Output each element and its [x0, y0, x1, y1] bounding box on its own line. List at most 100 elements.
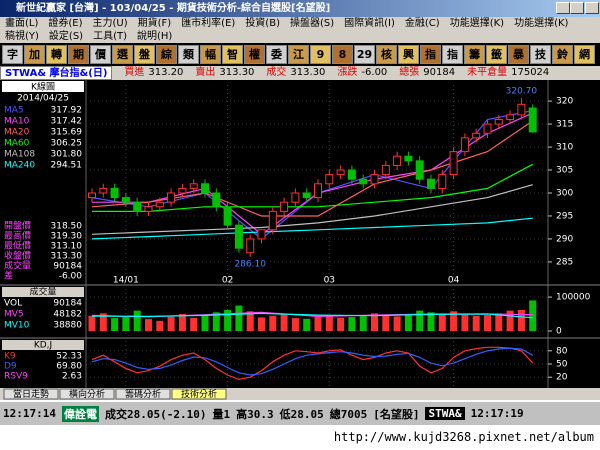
volume-bar [235, 305, 243, 331]
menu-item[interactable]: 期貨(F) [137, 18, 172, 29]
volume-bar [472, 315, 480, 331]
menu-item[interactable]: 畫面(L) [5, 18, 39, 29]
volume-bar [404, 315, 412, 331]
toolbar-button[interactable]: 類 [178, 45, 199, 64]
maximize-button[interactable] [570, 2, 584, 14]
menu-item[interactable]: 主力(U) [92, 18, 128, 29]
menu-item[interactable]: 金融(C) [404, 18, 440, 29]
toolbar-button[interactable]: 鈴 [552, 45, 573, 64]
quote-label: 成交 [266, 67, 287, 78]
y-tick-label: 80 [556, 346, 568, 356]
menu-item[interactable]: 工具(T) [93, 31, 127, 42]
candle-body [393, 155, 402, 166]
toolbar-button[interactable]: 期 [68, 45, 89, 64]
stat-label: 最高價 [4, 230, 31, 242]
toolbar-button[interactable]: 價 [90, 45, 111, 64]
tab[interactable] [3, 388, 59, 400]
menu-item[interactable]: 說明(H) [137, 31, 173, 42]
candle-body [178, 187, 187, 194]
toolbar-button[interactable]: 指 [420, 45, 441, 64]
y-tick-label: 0 [556, 327, 562, 337]
toolbar-button[interactable]: 興 [398, 45, 419, 64]
symbol[interactable]: STWA& 摩台指&(日) [0, 66, 113, 80]
status-field: 12:17:19 [470, 407, 524, 420]
stat-label: 最低價 [4, 240, 31, 252]
menu-item[interactable]: 功能選擇(K) [449, 18, 505, 29]
menu-item[interactable]: 匯市利率(E) [181, 18, 236, 29]
candle-body [246, 238, 255, 254]
toolbar-button[interactable]: 幅 [200, 45, 221, 64]
legend-name: MA60 [4, 139, 30, 149]
toolbar-button[interactable]: 技 [530, 45, 551, 64]
toolbar-button[interactable]: 籌 [464, 45, 485, 64]
y-tick-label: 20 [556, 373, 568, 383]
candle-body [291, 192, 300, 203]
candle-body [460, 137, 469, 153]
toolbar-button[interactable]: 暴 [508, 45, 529, 64]
tab[interactable] [115, 388, 171, 400]
close-button[interactable] [585, 2, 599, 14]
toolbar-button[interactable]: 加 [24, 45, 45, 64]
menu-item[interactable]: 證券(E) [48, 18, 83, 29]
menu-item[interactable]: 設定(S) [48, 31, 84, 42]
legend-name: MA5 [4, 106, 24, 116]
toolbar-button[interactable]: 綜 [156, 45, 177, 64]
tab-label[interactable]: 當日走勢 [13, 388, 49, 400]
quote-label: 漲跌 [337, 67, 358, 78]
panel-header [2, 340, 84, 350]
menu-item[interactable]: 投資(B) [245, 18, 280, 29]
quote-label: 總張 [399, 67, 420, 78]
toolbar-button[interactable]: 網 [574, 45, 595, 64]
toolbar-button[interactable]: 選 [112, 45, 133, 64]
tab-label[interactable]: 技術分析 [181, 388, 217, 400]
tab[interactable] [171, 388, 227, 400]
legend-name: K9 [4, 352, 16, 362]
toolbar-button[interactable]: 權 [244, 45, 265, 64]
tab-label[interactable]: 籌碼分析 [125, 388, 161, 400]
volume-bar [156, 320, 164, 331]
candle-body [223, 206, 232, 226]
menu-item[interactable]: 操盤器(S) [289, 18, 335, 29]
tab-label[interactable]: 橫向分析 [69, 388, 105, 400]
quote-label: 未平倉量 [467, 67, 508, 78]
toolbar-button[interactable]: 江 [288, 45, 309, 64]
legend-name: MA108 [4, 150, 35, 160]
toolbar-button[interactable]: 核 [376, 45, 397, 64]
toolbar-button[interactable]: 8 [332, 45, 353, 64]
menu-item[interactable]: 稿視(Y) [5, 31, 39, 42]
candle-body [280, 201, 289, 212]
status-field: 成交28.05(-2.10) [104, 407, 207, 421]
toolbar-button[interactable]: 字 [2, 45, 23, 64]
toolbar-button[interactable]: 9 [310, 45, 331, 64]
legend-name: RSV9 [4, 372, 28, 382]
status-field: 低28.05 [279, 407, 324, 421]
volume-bar [145, 319, 152, 331]
volume-bar [416, 310, 424, 331]
toolbar-button[interactable]: 盤 [134, 45, 155, 64]
toolbar-button[interactable]: 轉 [46, 45, 67, 64]
y-tick-label: 295 [556, 211, 573, 221]
toolbar-button[interactable]: 委 [266, 45, 287, 64]
toolbar-button[interactable]: 29 [354, 45, 375, 64]
menu-item[interactable]: 功能選擇(K) [514, 18, 569, 29]
minimize-button[interactable] [556, 2, 570, 14]
candle-body [347, 169, 356, 180]
x-tick-label: 04 [448, 276, 460, 286]
tab[interactable] [59, 388, 115, 400]
toolbar-button[interactable]: 智 [222, 45, 243, 64]
panel-header [2, 287, 84, 297]
candle-body [325, 174, 334, 185]
candle-body [144, 206, 153, 212]
volume-bar [88, 315, 96, 331]
menu-item[interactable]: 國際資訊(I) [344, 18, 395, 29]
chart-background [0, 80, 600, 400]
toolbar-button[interactable]: 籤 [486, 45, 507, 64]
candle-body [201, 183, 209, 194]
series-line [91, 347, 533, 376]
legend-value: 317.42 [51, 117, 83, 127]
status-field: 總7005 [329, 407, 368, 421]
quote-value: 313.20 [148, 67, 184, 78]
candle-body [517, 103, 526, 116]
toolbar-button[interactable]: 指 [442, 45, 463, 64]
